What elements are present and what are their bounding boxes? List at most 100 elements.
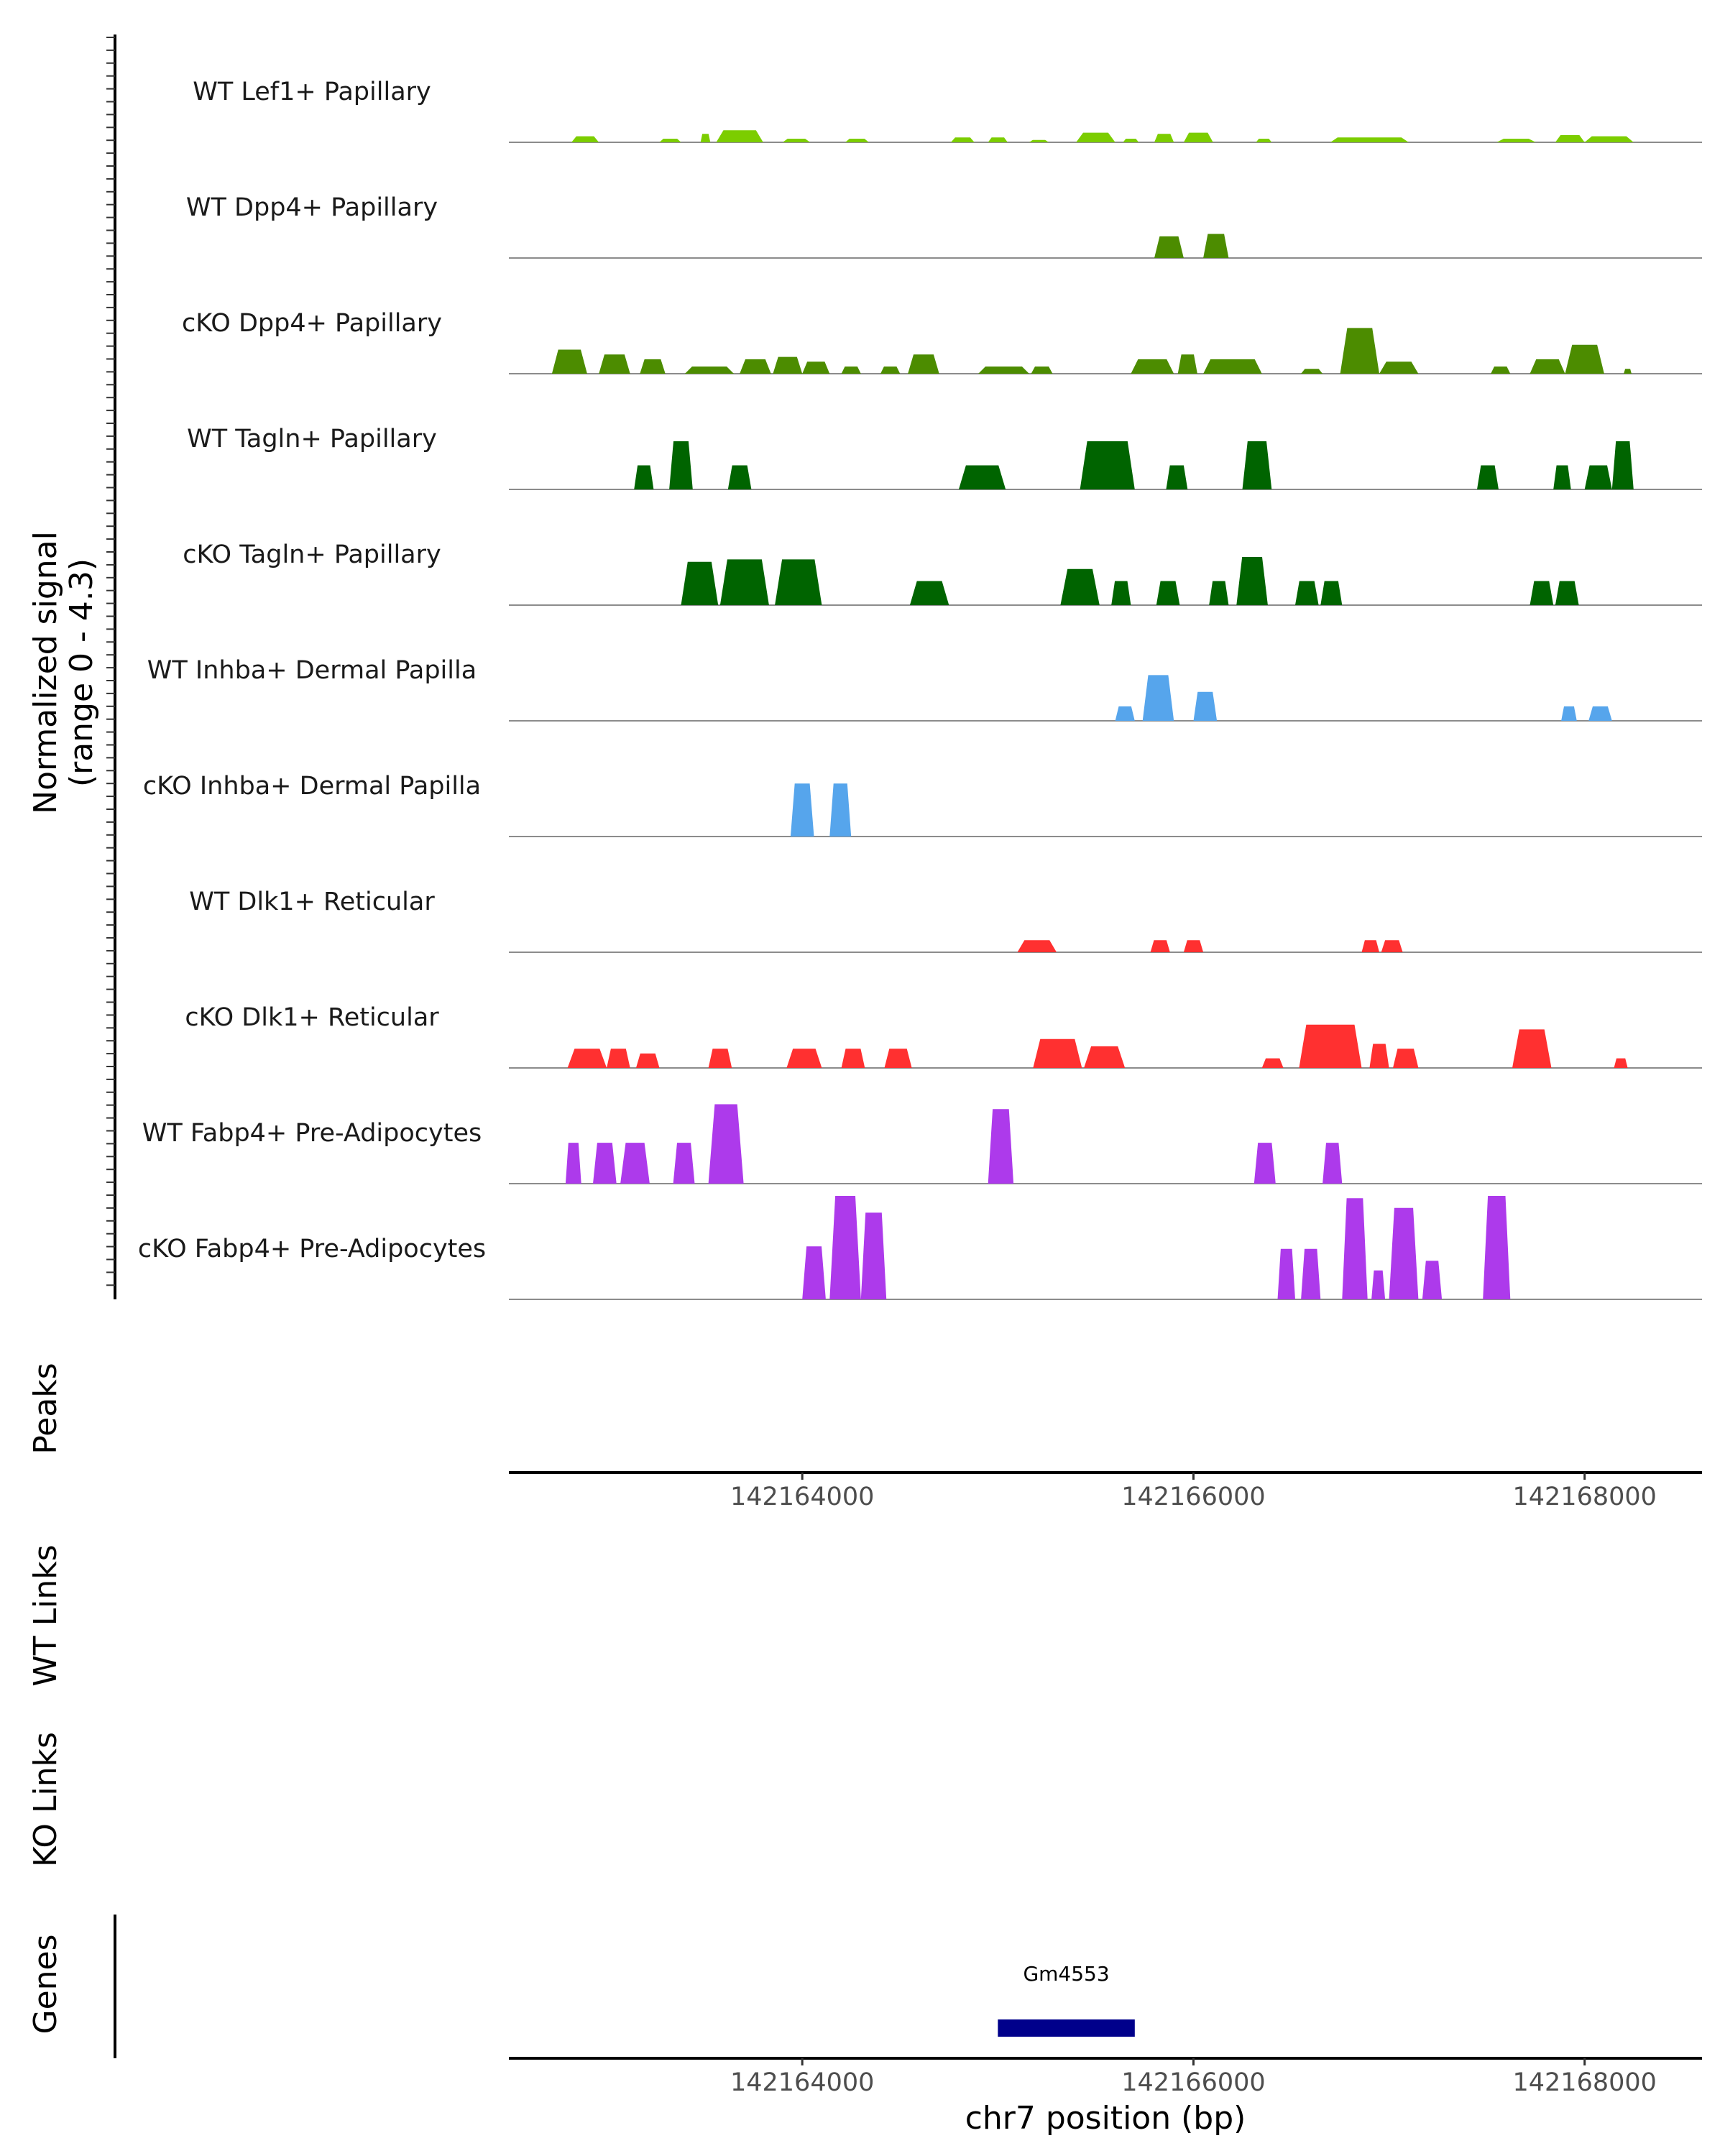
signal-peak (1496, 139, 1536, 142)
track-5: cKO Tagln+ Papillary (183, 540, 1702, 606)
track-9: cKO Dlk1+ Reticular (185, 1003, 1702, 1069)
signal-peak (880, 367, 901, 374)
gene-label: Gm4553 (1023, 1962, 1109, 1986)
signal-peak (1483, 1196, 1511, 1299)
x-tick-label: 142164000 (730, 2068, 874, 2097)
x-tick-label: 142168000 (1513, 1483, 1657, 1511)
signal-peak (1084, 1046, 1126, 1068)
signal-peak (1193, 691, 1218, 721)
track-4: WT Tagln+ Papillary (187, 425, 1702, 490)
signal-peak (1611, 441, 1634, 489)
signal-peak (1033, 1038, 1082, 1068)
x-tick-label: 142166000 (1121, 2068, 1265, 2097)
signal-peak (1177, 354, 1197, 374)
signal-peak (1261, 1058, 1284, 1068)
signal-peak (620, 1143, 650, 1184)
signal-peak (708, 1104, 744, 1184)
signal-peak (988, 137, 1008, 142)
track-label: cKO Fabp4+ Pre-Adipocytes (138, 1235, 486, 1263)
signal-peak (1614, 1058, 1628, 1068)
track-label: WT Inhba+ Dermal Papilla (147, 656, 477, 685)
signal-peak (1076, 132, 1116, 142)
track-label: WT Tagln+ Papillary (187, 425, 437, 453)
signal-peak (783, 139, 811, 142)
signal-peak (775, 559, 822, 605)
signal-peak (1256, 139, 1272, 142)
genes-x-axis-ticks: 142164000 142166000 142168000 (730, 2058, 1657, 2097)
signal-peak (884, 1049, 912, 1068)
signal-peak (659, 139, 681, 142)
signal-peak (634, 465, 654, 489)
signal-peak (1379, 361, 1419, 374)
signal-peak (551, 349, 587, 374)
signal-peak (1561, 706, 1577, 721)
signal-peak (829, 1196, 861, 1299)
signal-peak (1555, 581, 1579, 605)
track-1: WT Lef1+ Papillary (193, 78, 1702, 143)
signal-y-axis-title: Normalized signal (range 0 - 4.3) (27, 531, 100, 814)
signal-peak (1080, 441, 1135, 489)
track-label: cKO Inhba+ Dermal Papilla (143, 772, 481, 801)
signal-peak (978, 367, 1029, 374)
signal-peak (1183, 132, 1213, 142)
signal-peak (684, 367, 734, 374)
signal-peak (571, 136, 599, 142)
signal-peak (1017, 940, 1057, 952)
x-tick-label: 142168000 (1513, 2068, 1657, 2097)
signal-peak (1060, 568, 1100, 605)
signal-peak (909, 581, 949, 605)
x-axis-title: chr7 position (bp) (965, 2100, 1246, 2137)
signal-peak (790, 783, 814, 837)
signal-peak (669, 441, 693, 489)
gene-track: Gm4553 (998, 1962, 1135, 2037)
signal-peak (773, 356, 803, 374)
signal-peak (1530, 359, 1565, 374)
coverage-tracks: WT Lef1+ Papillary WT Dpp4+ Papillary cKO … (138, 78, 1702, 1300)
signal-peak (1156, 581, 1180, 605)
signal-peak (1029, 139, 1049, 142)
signal-peak (1183, 940, 1204, 952)
signal-peak (908, 354, 939, 374)
signal-peak (1111, 581, 1131, 605)
signal-peak (565, 1143, 581, 1184)
signal-peak (681, 561, 719, 605)
signal-peak (1242, 441, 1272, 489)
signal-peak (1624, 369, 1632, 374)
signal-peak (727, 465, 752, 489)
x-tick-label: 142164000 (730, 1483, 874, 1511)
signal-peak (1553, 465, 1571, 489)
signal-peak (1131, 359, 1174, 374)
signal-peak (1123, 139, 1139, 142)
signal-peak (829, 783, 852, 837)
signal-peak (841, 367, 861, 374)
track-label: WT Fabp4+ Pre-Adipocytes (142, 1119, 482, 1148)
signal-peak (1150, 940, 1170, 952)
y-axis-title-line1: Normalized signal (27, 531, 64, 814)
track-label: cKO Dpp4+ Papillary (182, 309, 442, 338)
signal-peak (716, 130, 763, 142)
signal-peak (567, 1049, 607, 1068)
signal-peak (593, 1143, 617, 1184)
signal-peak (988, 1109, 1014, 1184)
signal-peak (845, 139, 869, 142)
signal-peak (1371, 1270, 1386, 1299)
signal-peak (1031, 367, 1053, 374)
signal-peak (599, 354, 630, 374)
signal-peak (1393, 1049, 1419, 1068)
signal-peak (1530, 581, 1554, 605)
signal-peak (1381, 940, 1403, 952)
signal-peak (1236, 557, 1268, 605)
track-2: WT Dpp4+ Papillary (186, 193, 1702, 259)
signal-peak (607, 1049, 630, 1068)
signal-peak (1389, 1207, 1419, 1299)
signal-peak (673, 1143, 695, 1184)
signal-peak (958, 465, 1006, 489)
track-label: WT Lef1+ Papillary (193, 78, 431, 106)
signal-peak (860, 1212, 887, 1299)
signal-peak (640, 359, 666, 374)
signal-peak (786, 1049, 822, 1068)
track-6: WT Inhba+ Dermal Papilla (147, 656, 1702, 722)
signal-peak (1277, 1248, 1295, 1299)
signal-peak (1299, 1024, 1362, 1068)
